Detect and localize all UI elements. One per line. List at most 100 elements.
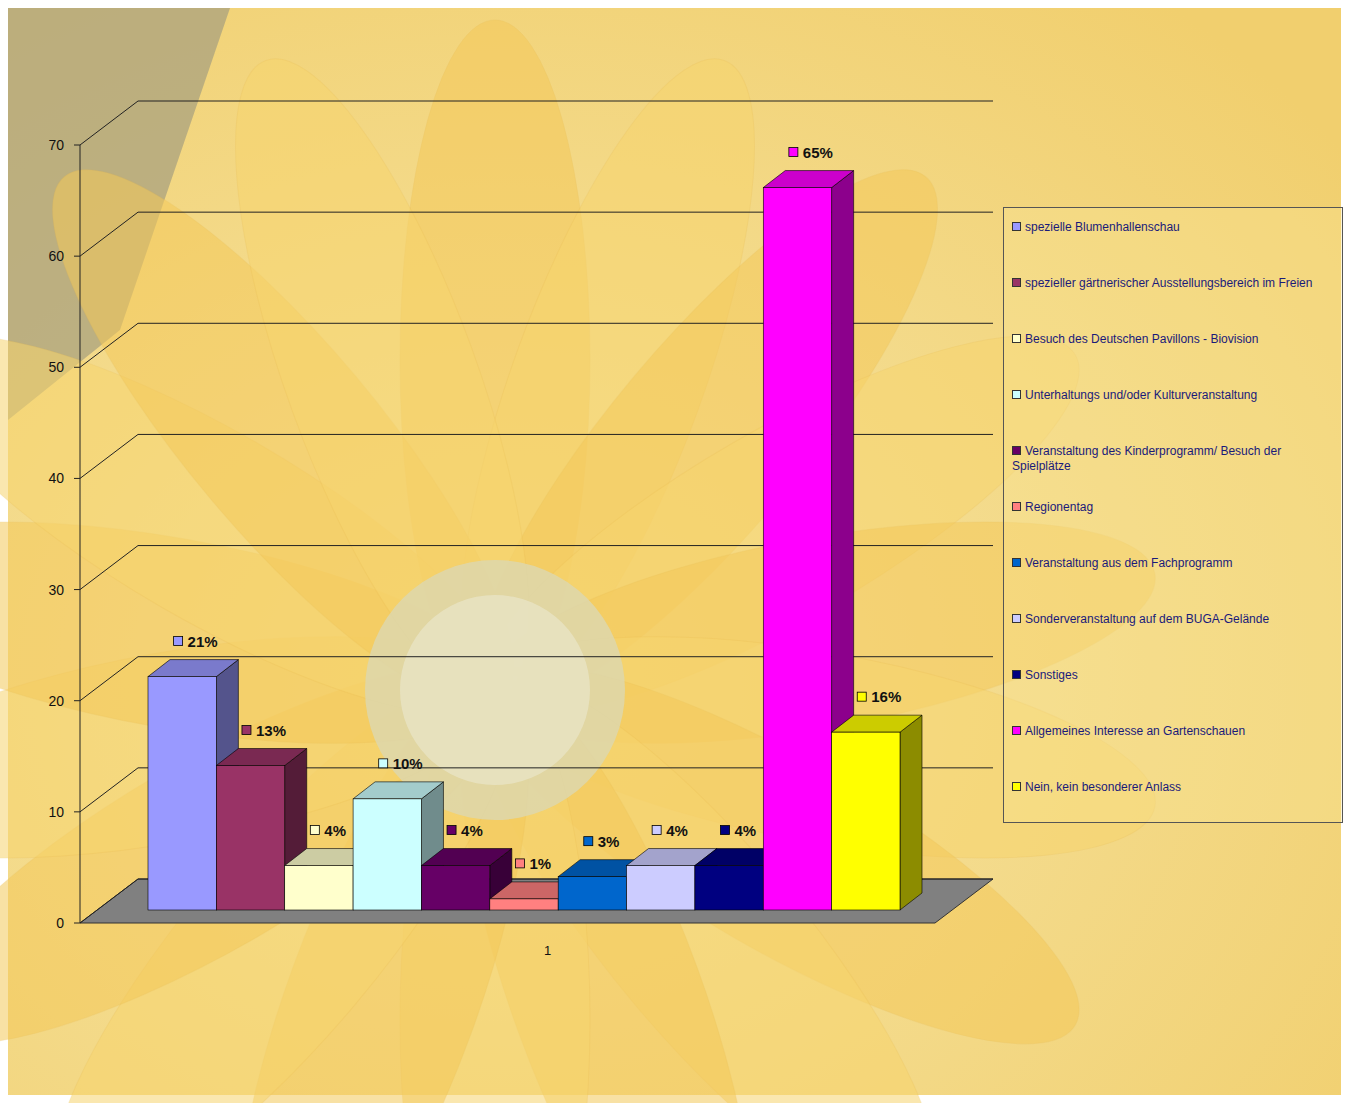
legend-swatch: [1012, 502, 1021, 511]
legend-label: Veranstaltung aus dem Fachprogramm: [1025, 556, 1232, 570]
legend-label: Besuch des Deutschen Pavillons - Biovisi…: [1025, 332, 1258, 346]
grid-line: [80, 212, 993, 256]
bar: [216, 766, 284, 910]
tick-mark: [74, 145, 80, 146]
tick-label: 20: [48, 693, 64, 709]
legend-label: Nein, kein besonderer Anlass: [1025, 780, 1181, 794]
legend-item: Nein, kein besonderer Anlass: [1012, 780, 1338, 795]
legend-swatch: [1012, 558, 1021, 567]
legend-item: spezieller gärtnerischer Ausstellungsber…: [1012, 276, 1338, 291]
legend-label: Regionentag: [1025, 500, 1093, 514]
legend-item: spezielle Blumenhallenschau: [1012, 220, 1338, 235]
data-label: 16%: [871, 688, 901, 705]
data-label-key: [789, 148, 798, 157]
bar-top: [763, 171, 853, 188]
tick-label: 10: [48, 804, 64, 820]
grid-line: [80, 434, 993, 478]
data-label-key: [721, 826, 730, 835]
grid-line: [80, 546, 993, 590]
data-label-key: [857, 692, 866, 701]
bar-top: [148, 660, 238, 677]
legend-label: spezieller gärtnerischer Ausstellungsber…: [1025, 276, 1312, 290]
legend-label: Sonderveranstaltung auf dem BUGA-Gelände: [1025, 612, 1269, 626]
legend-label: spezielle Blumenhallenschau: [1025, 220, 1180, 234]
bar: [627, 866, 695, 910]
data-label: 4%: [461, 822, 483, 839]
bar: [421, 866, 489, 910]
grid-line: [80, 101, 993, 145]
data-label: 3%: [598, 833, 620, 850]
bar: [353, 799, 421, 910]
tick-mark: [74, 923, 80, 924]
flower-center: [400, 595, 590, 785]
legend-label: Allgemeines Interesse an Gartenschauen: [1025, 724, 1245, 738]
grid: [80, 101, 993, 923]
legend-label: Sonstiges: [1025, 668, 1078, 682]
legend-label: Unterhaltungs und/oder Kulturveranstaltu…: [1025, 388, 1257, 402]
legend: spezielle Blumenhallenschau spezieller gä…: [1003, 207, 1343, 823]
tick-mark: [74, 256, 80, 257]
legend-swatch: [1012, 446, 1021, 455]
legend-swatch: [1012, 726, 1021, 735]
legend-item: Sonstiges: [1012, 668, 1338, 683]
data-label: 10%: [393, 755, 423, 772]
tick-label: 70: [48, 137, 64, 153]
bar-3d: [832, 715, 922, 910]
data-label-key: [379, 759, 388, 768]
bar: [148, 677, 216, 910]
data-label-key: [584, 837, 593, 846]
legend-swatch: [1012, 222, 1021, 231]
y-axis: [80, 145, 81, 923]
tick-mark: [74, 811, 80, 812]
tick-label: 60: [48, 248, 64, 264]
bar: [490, 899, 558, 910]
tick-mark: [74, 589, 80, 590]
legend-item: Unterhaltungs und/oder Kulturveranstaltu…: [1012, 388, 1338, 403]
tick-label: 0: [56, 915, 64, 931]
data-label: 4%: [735, 822, 757, 839]
petals: [0, 20, 1171, 1103]
grid-line: [80, 323, 993, 367]
data-label-key: [310, 826, 319, 835]
bars: [148, 171, 922, 910]
legend-swatch: [1012, 334, 1021, 343]
legend-item: Besuch des Deutschen Pavillons - Biovisi…: [1012, 332, 1338, 347]
bar-side: [900, 715, 922, 910]
legend-item: Regionentag: [1012, 500, 1338, 515]
tick-mark: [74, 367, 80, 368]
legend-item: Veranstaltung aus dem Fachprogramm: [1012, 556, 1338, 571]
bar: [695, 866, 763, 910]
data-label: 13%: [256, 722, 286, 739]
data-label: 21%: [188, 633, 218, 650]
data-label-key: [447, 826, 456, 835]
legend-item: Allgemeines Interesse an Gartenschauen: [1012, 724, 1338, 739]
tick-mark: [74, 478, 80, 479]
legend-swatch: [1012, 390, 1021, 399]
data-label: 1%: [529, 855, 551, 872]
flower-center: [365, 560, 625, 820]
data-labels: 21% 13% 4% 10% 4% 1% 3% 4% 4% 65% 16%: [174, 144, 902, 872]
tick-label: 40: [48, 470, 64, 486]
legend-item: Sonderveranstaltung auf dem BUGA-Gelände: [1012, 612, 1338, 627]
legend-swatch: [1012, 278, 1021, 287]
bar-top: [216, 749, 306, 766]
legend-item: Veranstaltung des Kinderprogramm/ Besuch…: [1012, 444, 1338, 474]
bar-top: [832, 715, 922, 732]
bar: [763, 188, 831, 910]
bar-top: [353, 782, 443, 799]
bar-top: [421, 849, 511, 866]
legend-label: Veranstaltung des Kinderprogramm/ Besuch…: [1012, 444, 1281, 473]
data-label: 4%: [666, 822, 688, 839]
data-label-key: [242, 726, 251, 735]
legend-swatch: [1012, 670, 1021, 679]
data-label-key: [652, 826, 661, 835]
category-label: 1: [544, 943, 551, 958]
bar: [285, 866, 353, 910]
bar: [832, 732, 900, 910]
legend-swatch: [1012, 782, 1021, 791]
data-label-key: [174, 637, 183, 646]
legend-swatch: [1012, 614, 1021, 623]
data-label: 4%: [324, 822, 346, 839]
data-label: 65%: [803, 144, 833, 161]
stage: 010203040506070121%13%4%10%4%1%3%4%4%65%…: [0, 0, 1349, 1103]
